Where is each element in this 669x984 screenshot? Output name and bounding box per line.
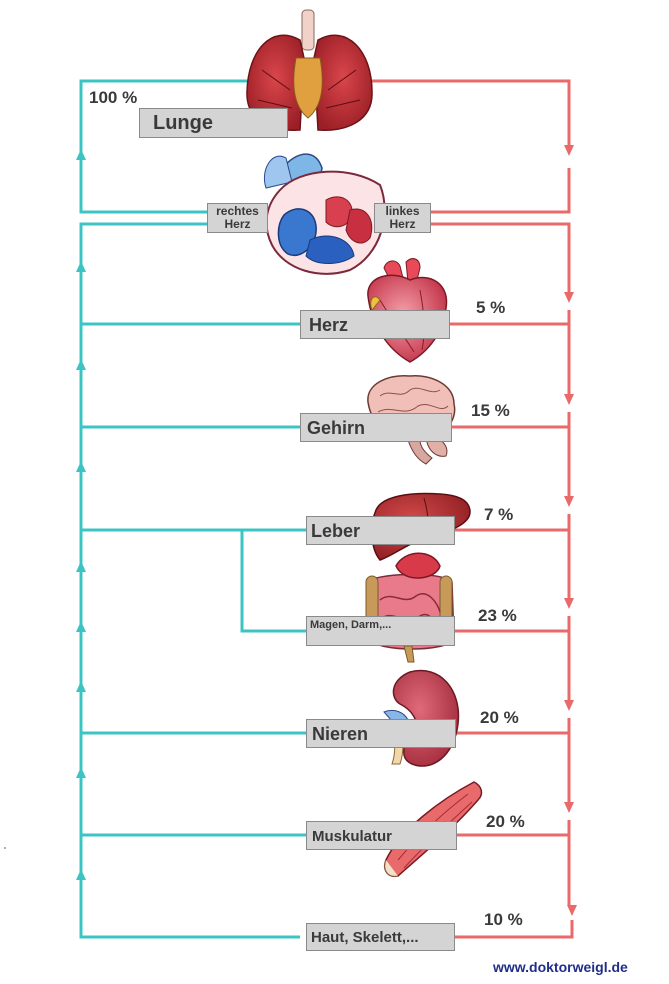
organ-percent-haut-skelett: 10 % (484, 910, 523, 929)
organ-percent-leber: 7 % (484, 505, 514, 524)
lung-percent: 100 % (89, 88, 138, 107)
organ-label-gehirn: Gehirn (300, 413, 452, 442)
footer-url: www.doktorweigl.de (493, 959, 628, 975)
organ-percent-herz: 5 % (476, 298, 506, 317)
organ-percent-gehirn: 15 % (471, 401, 510, 420)
arterial-lines (368, 79, 574, 939)
organ-percent-magen-darm: 23 % (478, 606, 517, 625)
organ-label-herz: Herz (300, 310, 450, 339)
organ-label-magen-darm: Magen, Darm,... (306, 616, 455, 646)
organ-label-leber: Leber (306, 516, 455, 545)
venous-lines (79, 79, 306, 939)
left-heart-label-line2: Herz (389, 217, 416, 231)
heart-chambers-icon (264, 153, 386, 275)
right-heart-label-line2: Herz (224, 217, 251, 231)
lung-icon (246, 9, 373, 131)
left-heart-label-line1: linkes (385, 204, 420, 218)
lung-label: Lunge (139, 108, 288, 138)
right-heart-label: rechtes Herz (207, 203, 268, 233)
right-heart-label-line1: rechtes (216, 204, 259, 218)
organ-label-nieren: Nieren (306, 719, 456, 748)
organ-label-muskulatur: Muskulatur (306, 821, 457, 850)
decorative-dot (4, 847, 6, 849)
left-heart-label: linkes Herz (374, 203, 431, 233)
organ-label-haut-skelett: Haut, Skelett,... (306, 923, 455, 951)
arterial-arrows (564, 145, 577, 916)
organ-percent-nieren: 20 % (480, 708, 519, 727)
venous-arrows (76, 149, 86, 880)
organ-percent-muskulatur: 20 % (486, 812, 525, 831)
